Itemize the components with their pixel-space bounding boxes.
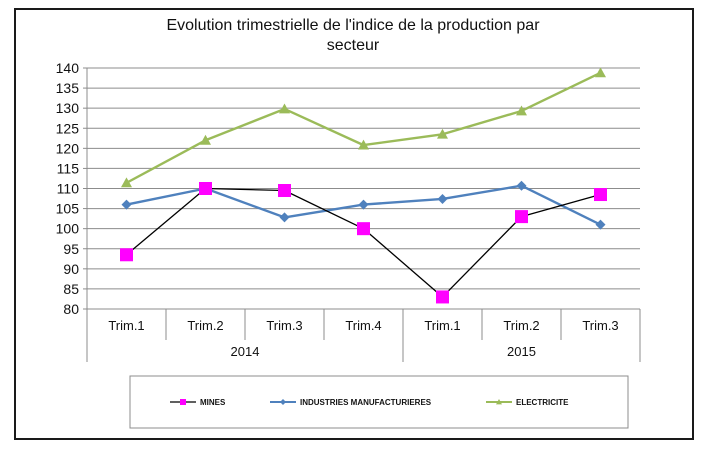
x-tick-label: Trim.4 xyxy=(345,318,381,333)
y-tick-label: 105 xyxy=(56,201,80,217)
legend-label: INDUSTRIES MANUFACTURIERES xyxy=(300,398,432,407)
y-tick-label: 120 xyxy=(56,140,80,156)
data-point xyxy=(436,290,449,304)
y-tick-label: 125 xyxy=(56,120,80,136)
data-point xyxy=(121,177,132,188)
y-tick-label: 110 xyxy=(57,181,80,197)
data-point xyxy=(594,188,607,202)
y-tick-label: 140 xyxy=(56,60,80,76)
data-point xyxy=(496,399,502,405)
chart-title-line-1: Evolution trimestrielle de l'indice de l… xyxy=(166,17,540,34)
x-group-label: 2015 xyxy=(507,344,536,359)
data-point xyxy=(279,103,290,114)
chart-title: Evolution trimestrielle de l'indice de l… xyxy=(0,16,706,56)
y-tick-label: 95 xyxy=(63,241,79,257)
x-group-label: 2014 xyxy=(231,344,260,359)
data-point xyxy=(358,139,369,150)
x-tick-label: Trim.2 xyxy=(503,318,539,333)
legend-label: ELECTRICITE xyxy=(516,398,569,407)
grid-lines xyxy=(87,67,640,310)
data-point xyxy=(358,199,369,210)
legend-box xyxy=(129,375,629,429)
data-point xyxy=(121,199,132,210)
data-point xyxy=(437,193,448,204)
data-point xyxy=(278,184,291,198)
data-point xyxy=(279,212,290,223)
data-point xyxy=(437,128,448,139)
series-layer xyxy=(120,67,607,304)
y-tick-label: 80 xyxy=(63,301,79,317)
axes: 80 85 90 95 100 105 110 115 120 125 130 135 140 Trim.… xyxy=(56,60,641,362)
x-tick-label: Trim.3 xyxy=(582,318,618,333)
data-point xyxy=(515,210,528,224)
y-tick-label: 90 xyxy=(63,261,79,277)
x-tick-label: Trim.1 xyxy=(424,318,460,333)
data-point xyxy=(120,248,133,262)
data-point xyxy=(516,180,527,191)
chart-title-line-2: secteur xyxy=(326,37,380,54)
y-tick-label: 135 xyxy=(56,80,80,96)
data-point xyxy=(199,182,212,195)
data-point xyxy=(595,219,606,230)
y-tick-label: 100 xyxy=(56,221,80,237)
data-point xyxy=(516,105,527,116)
y-tick-label: 85 xyxy=(63,281,79,297)
data-point xyxy=(180,399,186,405)
y-tick-label: 115 xyxy=(57,160,80,176)
y-tick-label: 130 xyxy=(56,100,80,116)
data-point xyxy=(595,67,606,78)
x-tick-label: Trim.1 xyxy=(108,318,144,333)
legend-label: MINES xyxy=(200,398,226,407)
x-tick-label: Trim.3 xyxy=(266,318,302,333)
legend: MINES INDUSTRIES MANUFACTURIERES ELECTRICI… xyxy=(129,375,629,429)
data-point xyxy=(357,222,370,236)
x-tick-label: Trim.2 xyxy=(187,318,223,333)
data-point xyxy=(280,399,286,405)
data-point xyxy=(200,134,211,145)
